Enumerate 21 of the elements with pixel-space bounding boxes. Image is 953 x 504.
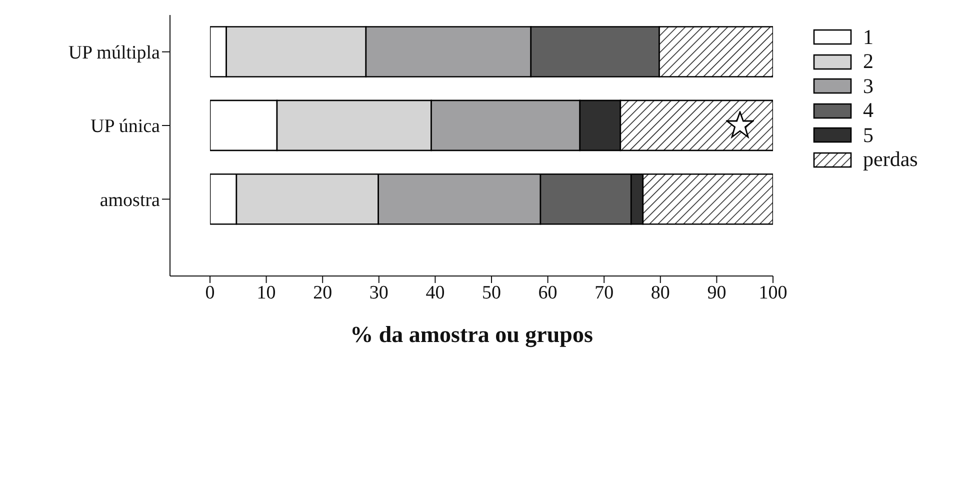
legend-label: 4 xyxy=(863,98,874,124)
legend-label: 2 xyxy=(863,49,874,74)
x-tick-label: 10 xyxy=(256,282,276,304)
y-tick-label: UP múltipla xyxy=(68,42,161,64)
legend-label: perdas xyxy=(863,147,918,172)
x-tick-label: 60 xyxy=(538,282,558,304)
legend-label: 5 xyxy=(863,122,874,148)
y-tick-label: UP única xyxy=(90,116,161,138)
x-tick-label: 30 xyxy=(369,282,388,304)
x-tick-label: 20 xyxy=(313,282,332,304)
x-axis-title: % da amostra ou grupos xyxy=(350,322,593,348)
x-tick-label: 100 xyxy=(758,282,788,304)
x-tick-label: 50 xyxy=(482,282,501,304)
x-tick-label: 90 xyxy=(707,282,726,304)
legend-label: 1 xyxy=(863,24,874,50)
legend-label: 3 xyxy=(863,74,874,99)
x-tick-label: 70 xyxy=(594,282,614,304)
x-tick-label: 80 xyxy=(650,282,670,304)
x-tick-label: 0 xyxy=(205,282,215,304)
y-tick-label: amostra xyxy=(100,190,161,211)
x-tick-label: 40 xyxy=(426,282,445,304)
